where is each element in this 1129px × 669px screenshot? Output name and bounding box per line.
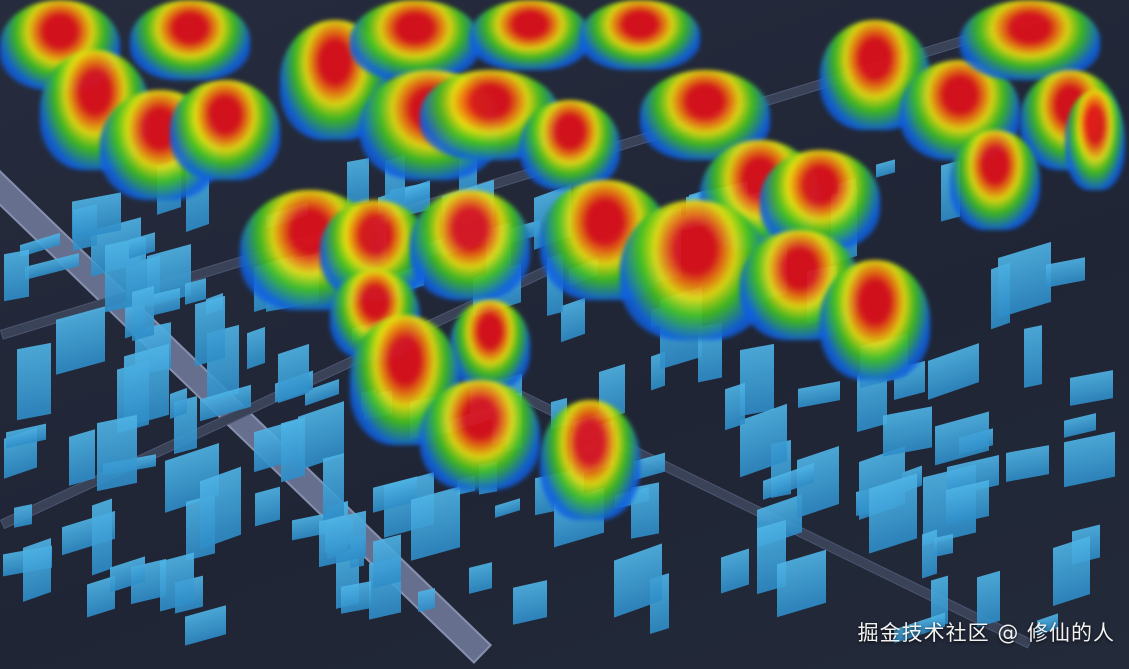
building [159, 552, 194, 612]
building [1053, 536, 1091, 607]
building [868, 473, 917, 555]
building [17, 342, 52, 421]
building [132, 285, 155, 342]
building [341, 580, 371, 614]
building [200, 466, 242, 549]
building [725, 382, 745, 430]
building [123, 343, 170, 428]
heat-peak [950, 130, 1040, 230]
building [1023, 324, 1042, 388]
building [247, 326, 266, 370]
building [3, 249, 29, 302]
building [373, 534, 401, 589]
building [797, 381, 840, 408]
building [997, 241, 1051, 318]
heat-peak [960, 0, 1100, 80]
building [281, 416, 306, 482]
building [1045, 257, 1086, 289]
building [1063, 432, 1115, 488]
heat-peak [130, 0, 250, 80]
heat-peak [820, 260, 930, 380]
heat-peak [170, 80, 280, 180]
building [23, 537, 52, 602]
heat-peak [520, 100, 620, 190]
building [927, 343, 979, 400]
building [468, 562, 492, 594]
heat-peak [350, 0, 480, 80]
building [347, 157, 370, 206]
heat-peak [580, 0, 700, 70]
building [1069, 370, 1113, 407]
building [1063, 412, 1096, 437]
watermark: 掘金技术社区 @ 修仙的人 [857, 621, 1115, 645]
heat-peak [1065, 90, 1125, 190]
building [934, 411, 989, 466]
building [195, 295, 226, 366]
building [934, 534, 954, 558]
building [512, 580, 547, 625]
heat-peak [410, 190, 530, 300]
building [875, 159, 895, 178]
building [561, 298, 586, 343]
heat-peak [420, 380, 540, 490]
building [154, 288, 180, 316]
building [97, 415, 137, 492]
building [721, 548, 750, 594]
building [411, 485, 461, 561]
heat-peak [470, 0, 590, 70]
building [91, 498, 112, 577]
building [184, 605, 226, 646]
building [169, 387, 187, 419]
building [69, 428, 96, 486]
building [418, 587, 436, 612]
building [495, 497, 521, 518]
building [14, 504, 32, 528]
building [882, 406, 932, 457]
heat-peak [540, 400, 640, 520]
building [254, 486, 281, 527]
building [1006, 444, 1050, 481]
building [322, 453, 344, 522]
heat-peak [450, 300, 530, 390]
